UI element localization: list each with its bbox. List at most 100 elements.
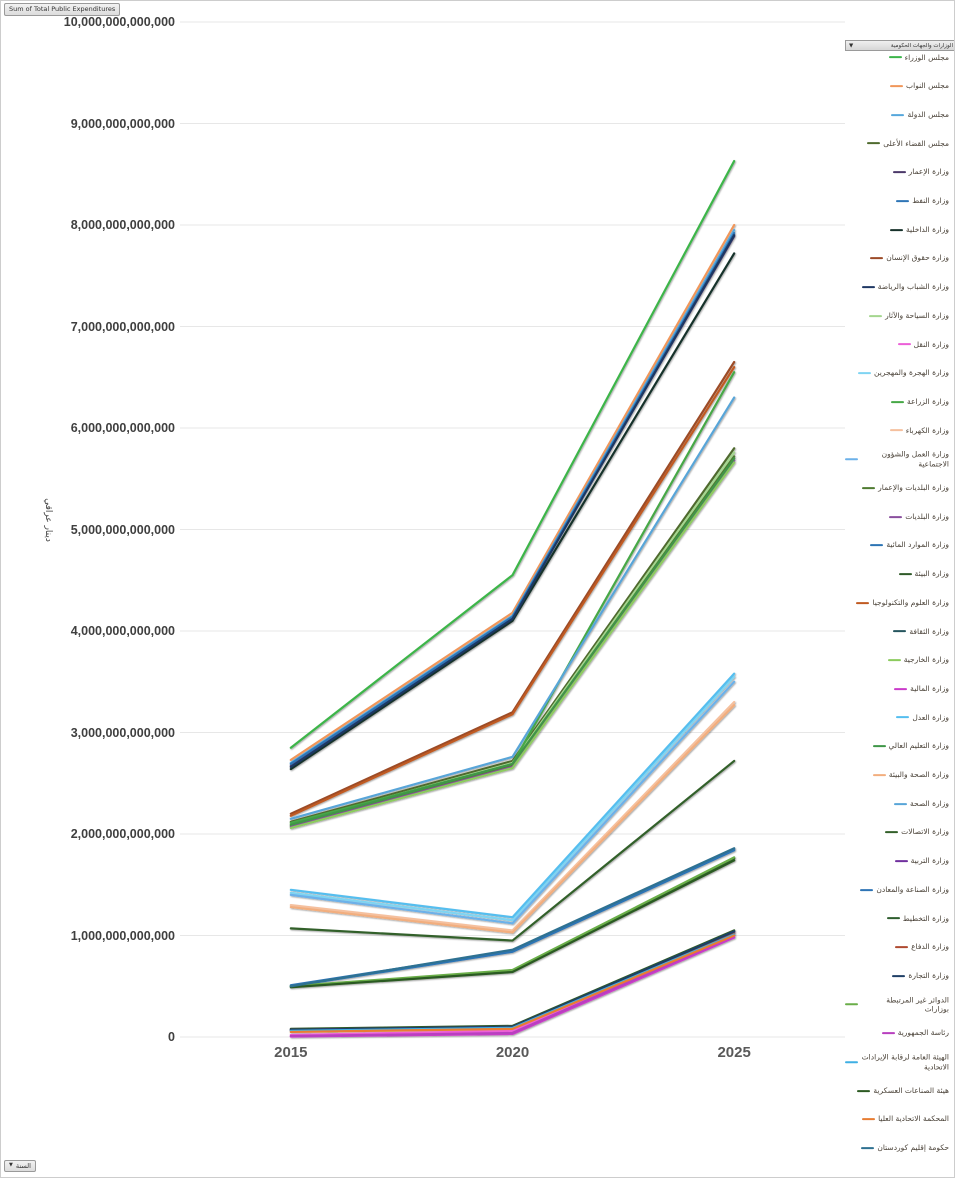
legend-item: المحكمة الاتحادية العليا	[845, 1115, 949, 1125]
legend-item: وزارة الداخلية	[845, 225, 949, 235]
legend-item-label: وزارة الهجرة والمهجرين	[874, 368, 949, 378]
legend-item: وزارة الدفاع	[845, 942, 949, 952]
legend-item-label: المحكمة الاتحادية العليا	[878, 1114, 949, 1124]
value-axis-tick-label: 10,000,000,000,000	[63, 15, 175, 29]
series-line	[289, 759, 736, 942]
legend-line-swatch	[888, 56, 902, 59]
legend-item-label: وزارة الكهرباء	[905, 425, 949, 435]
value-axis-tick-label: 2,000,000,000,000	[70, 827, 175, 841]
legend-item: هيئة الصناعات العسكرية	[845, 1086, 949, 1096]
legend-item-label: وزارة التربية	[910, 856, 949, 866]
legend-item: وزارة الاتصالات	[845, 828, 949, 838]
series-line	[289, 159, 736, 749]
legend-line-swatch	[867, 142, 881, 145]
legend-item-label: وزارة النقل	[913, 339, 949, 349]
legend-item-label: وزارة البلديات	[905, 511, 949, 521]
series-line	[289, 934, 736, 1038]
legend-item-label: وزارة التخطيط	[902, 913, 949, 923]
legend-item: وزارة الزراعة	[845, 397, 949, 407]
series-line	[289, 232, 736, 766]
filter-dropdown-icon[interactable]: ▼	[9, 1162, 13, 1169]
gridlines	[180, 21, 845, 1038]
legend-line-swatch	[889, 429, 903, 432]
value-axis-title: دينار عراقي	[43, 498, 53, 542]
value-axis-tick-label: 1,000,000,000,000	[70, 928, 175, 943]
value-axis-tick-label: 7,000,000,000,000	[70, 319, 175, 334]
legend-item: الهيئة العامة لرقابة الإيرادات الاتحادية	[845, 1052, 949, 1072]
legend-item: وزارة العدل	[845, 713, 949, 723]
legend-line-swatch	[895, 946, 909, 949]
series-line	[289, 672, 736, 919]
legend-line-swatch	[860, 888, 874, 891]
legend-line-swatch	[856, 601, 870, 604]
legend-item: مجلس الدولة	[845, 110, 949, 120]
legend-item-label: وزارة التجارة	[908, 971, 949, 981]
pivot-axis-field-button[interactable]: ▼ السنة	[4, 1159, 36, 1172]
legend-item-label: وزارة الدفاع	[911, 942, 949, 952]
series-line	[289, 700, 736, 932]
series-line	[289, 252, 736, 771]
pivot-legend-field-button[interactable]: ▼ الوزارات والجهات الحكومية	[845, 40, 955, 51]
legend-line-swatch	[857, 1089, 871, 1092]
legend-line-swatch	[886, 917, 900, 920]
legend-item-label: وزارة النفط	[912, 196, 949, 206]
series-line	[289, 366, 736, 817]
legend-item: وزارة الكهرباء	[845, 426, 949, 436]
series-line	[289, 859, 736, 989]
series-line	[289, 461, 736, 830]
legend-line-swatch	[861, 286, 875, 289]
legend-item: وزارة التخطيط	[845, 914, 949, 924]
legend-item-label: وزارة الزراعة	[907, 397, 949, 407]
legend-item: حكومة إقليم كوردستان	[845, 1143, 949, 1153]
legend-line-swatch	[892, 171, 906, 174]
legend-line-swatch	[845, 1061, 858, 1063]
legend-item: وزارة البلديات والإعمار	[845, 483, 949, 493]
legend-item-label: وزارة الإعمار	[908, 167, 949, 177]
value-axis-tick-label: 6,000,000,000,000	[70, 421, 175, 435]
category-axis-label: 2020	[495, 1044, 530, 1061]
legend-item-label: وزارة الخارجية	[903, 655, 949, 665]
legend-line-swatch	[881, 1032, 895, 1035]
legend-item-label: وزارة البيئة	[914, 569, 949, 579]
legend-line-swatch	[896, 716, 910, 719]
value-axis-tick-label: 3,000,000,000,000	[70, 725, 175, 740]
series-line	[289, 847, 736, 988]
legend-item-label: وزارة الداخلية	[905, 224, 949, 234]
legend-item-label: مجلس الدولة	[907, 110, 949, 120]
legend-item: مجلس الوزراء	[845, 53, 949, 63]
legend-line-swatch	[891, 400, 905, 403]
legend-item: وزارة النقل	[845, 340, 949, 350]
legend-item: الدوائر غير المرتبطة بوزارات	[845, 995, 949, 1015]
legend-line-swatch	[898, 573, 912, 576]
legend-line-swatch	[885, 831, 899, 834]
legend-item-label: الهيئة العامة لرقابة الإيرادات الاتحادية	[861, 1052, 949, 1071]
legend-item-label: وزارة الثقافة	[909, 626, 949, 636]
filter-dropdown-icon[interactable]: ▼	[849, 42, 854, 49]
legend-item: وزارة التربية	[845, 856, 949, 866]
pivot-value-field-button[interactable]: Sum of Total Public Expenditures	[4, 3, 121, 16]
legend-line-swatch	[894, 802, 907, 805]
value-axis-tick-label: 9,000,000,000,000	[70, 116, 175, 131]
legend-item-label: رئاسة الجمهورية	[897, 1028, 949, 1038]
value-axis-tick-label: 5,000,000,000,000	[70, 522, 175, 537]
legend-item-label: وزارة الصحة والبيئة	[888, 770, 949, 780]
legend-item-label: وزارة المالية	[910, 684, 949, 694]
legend-item-label: وزارة التعليم العالي	[888, 741, 949, 751]
legend-item: وزارة الموارد المائية	[845, 541, 949, 551]
legend-line-swatch	[869, 314, 883, 317]
legend-item-label: وزارة الصحة	[910, 798, 949, 808]
legend-item: وزارة البلديات	[845, 512, 949, 522]
legend-line-swatch	[897, 343, 911, 346]
legend-item: وزارة البيئة	[845, 569, 949, 579]
legend-item: وزارة الصناعة والمعادن	[845, 885, 949, 895]
series-line	[289, 703, 736, 934]
legend-item-label: الدوائر غير المرتبطة بوزارات	[886, 994, 949, 1014]
legend-item: وزارة حقوق الإنسان	[845, 254, 949, 264]
legend-line-swatch	[862, 487, 876, 489]
legend-line-swatch	[890, 85, 904, 88]
legend-item-label: مجلس النواب	[906, 81, 949, 91]
legend-item-label: مجلس الوزراء	[904, 52, 949, 62]
legend-item: وزارة التجارة	[845, 971, 949, 981]
legend-line-swatch	[894, 687, 908, 690]
